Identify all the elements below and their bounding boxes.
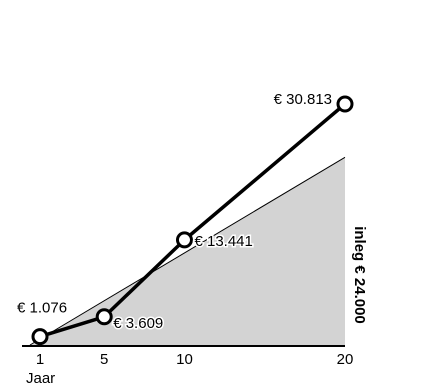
x-tick-label: 10 <box>176 351 193 368</box>
data-value-label: € 3.609 <box>113 315 163 332</box>
x-tick-label: 20 <box>337 351 354 368</box>
inleg-label: inleg € 24.000 <box>351 226 368 324</box>
x-tick-label: 1 <box>36 351 44 368</box>
x-axis-label: Jaar <box>26 370 55 387</box>
data-point-marker <box>95 308 113 326</box>
data-point-marker <box>336 95 354 113</box>
x-tick-label: 5 <box>100 351 108 368</box>
series-line <box>39 102 347 339</box>
data-point-marker <box>31 328 49 346</box>
value-labels: € 1.076 € 3.609 € 13.441 € 30.813 <box>16 90 334 334</box>
data-value-label: € 13.441 <box>194 233 252 250</box>
x-axis-ticks: 1 5 10 20 <box>36 351 354 368</box>
data-value-label: € 1.076 <box>17 300 67 317</box>
data-value-label: € 30.813 <box>274 91 332 108</box>
inleg-area-edge <box>29 156 346 346</box>
series-markers <box>31 95 354 346</box>
data-point-marker <box>175 231 193 249</box>
